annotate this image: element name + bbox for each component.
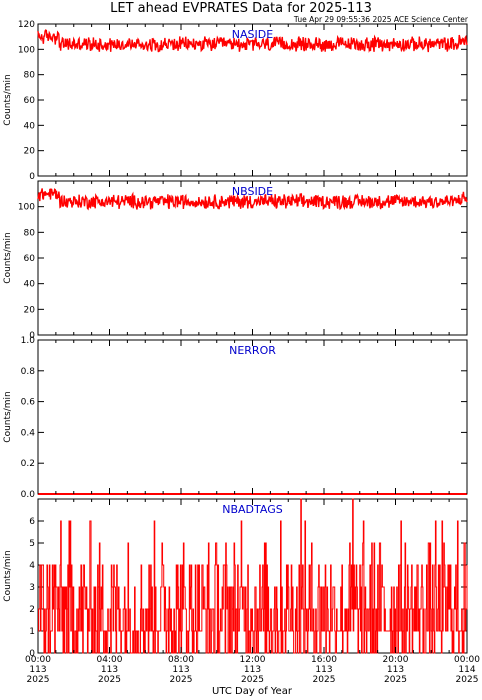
y-tick-label: 60 xyxy=(24,96,36,106)
y-tick-label: 0.6 xyxy=(21,398,36,408)
panel-label: NERROR xyxy=(229,344,276,357)
generation-timestamp: Tue Apr 29 09:55:36 2025 ACE Science Cen… xyxy=(293,15,469,24)
y-tick-label: 3 xyxy=(29,583,35,593)
y-tick-label: 20 xyxy=(24,147,36,157)
x-tick-year: 2025 xyxy=(384,675,407,685)
y-axis-label: Counts/min xyxy=(3,391,13,442)
x-tick-time: 04:00 xyxy=(97,655,123,665)
y-tick-label: 5 xyxy=(29,539,35,549)
chart-title: LET ahead EVPRATES Data for 2025-113 xyxy=(110,1,372,16)
x-axis: 00:00113202504:00113202508:00113202512:0… xyxy=(25,655,480,685)
y-tick-label: 40 xyxy=(24,121,36,131)
y-tick-label: 80 xyxy=(24,71,36,81)
series-line xyxy=(37,188,468,211)
x-tick-doy: 114 xyxy=(458,665,475,675)
panel-label: NBSIDE xyxy=(232,185,273,198)
panel-nbside: 0 20 40 60 80 100 Counts/min NBSIDE xyxy=(3,180,468,341)
x-tick-doy: 113 xyxy=(29,665,46,675)
y-tick-label: 0.0 xyxy=(21,490,36,500)
y-tick-label: 2 xyxy=(29,605,35,615)
panel-nbadtags: 0 1 2 3 4 5 6 Counts/min NBADTAGS xyxy=(3,498,468,659)
panel-label: NASIDE xyxy=(232,28,273,41)
x-axis-label: UTC Day of Year xyxy=(212,686,293,697)
y-tick-label: 0.2 xyxy=(21,459,35,469)
y-tick-label: 4 xyxy=(29,561,35,571)
series-line xyxy=(37,29,468,53)
x-tick-year: 2025 xyxy=(241,675,264,685)
series-line xyxy=(38,498,468,654)
x-tick-time: 08:00 xyxy=(168,655,194,665)
y-tick-label: 120 xyxy=(18,20,35,30)
y-tick-label: 0 xyxy=(29,649,35,659)
x-tick-time: 00:00 xyxy=(25,655,51,665)
x-tick-time: 20:00 xyxy=(383,655,409,665)
x-tick-year: 2025 xyxy=(98,675,121,685)
x-tick-doy: 113 xyxy=(244,665,261,675)
panels: 020406080100120Counts/minNASIDE020406080… xyxy=(3,20,468,659)
x-tick-year: 2025 xyxy=(313,675,336,685)
x-tick-time: 12:00 xyxy=(240,655,266,665)
x-tick-year: 2025 xyxy=(456,675,479,685)
y-tick-label: 0 xyxy=(29,172,35,182)
panel-frame xyxy=(37,339,468,495)
y-axis-label: Counts/min xyxy=(3,232,13,283)
x-tick-time: 16:00 xyxy=(311,655,337,665)
panel-label: NBADTAGS xyxy=(222,503,282,516)
y-tick-label: 0.4 xyxy=(21,428,36,438)
y-tick-label: 100 xyxy=(18,203,35,213)
panel-naside: 0 20 40 60 80 100 120 Counts/min NASIDE xyxy=(3,20,468,182)
y-axis-label: Counts/min xyxy=(3,550,13,601)
x-tick-time: 00:00 xyxy=(454,655,480,665)
x-tick-year: 2025 xyxy=(27,675,50,685)
x-tick-doy: 113 xyxy=(172,665,189,675)
y-tick-label: 20 xyxy=(24,305,36,315)
y-tick-label: 1.0 xyxy=(21,336,36,346)
y-tick-label: 6 xyxy=(29,517,35,527)
y-tick-label: 0.8 xyxy=(21,367,36,377)
y-tick-label: 1 xyxy=(29,627,35,637)
x-tick-year: 2025 xyxy=(170,675,193,685)
y-tick-label: 0 xyxy=(29,331,35,341)
y-axis-label: Counts/min xyxy=(3,74,13,125)
x-tick-doy: 113 xyxy=(101,665,118,675)
y-tick-label: 80 xyxy=(24,228,36,238)
panel-nerror: 0.0 0.2 0.4 0.6 0.8 1.0 Counts/min NERROR xyxy=(3,336,468,500)
y-tick-label: 40 xyxy=(24,280,36,290)
x-tick-doy: 113 xyxy=(315,665,332,675)
x-tick-doy: 113 xyxy=(387,665,404,675)
y-tick-label: 100 xyxy=(18,45,35,55)
y-tick-label: 60 xyxy=(24,254,36,264)
